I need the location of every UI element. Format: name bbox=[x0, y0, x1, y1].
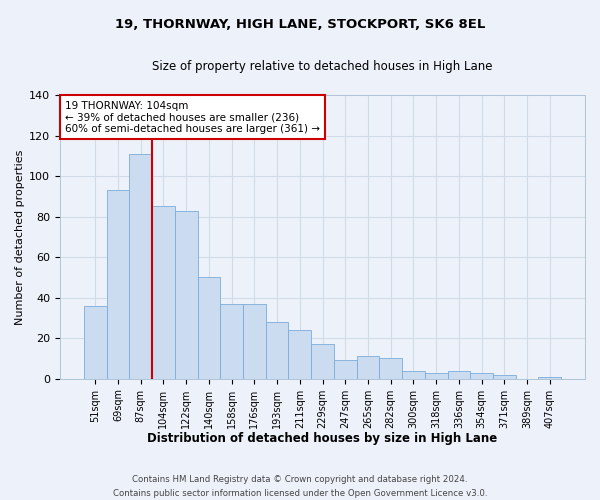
Bar bbox=[334, 360, 356, 378]
Text: 19, THORNWAY, HIGH LANE, STOCKPORT, SK6 8EL: 19, THORNWAY, HIGH LANE, STOCKPORT, SK6 … bbox=[115, 18, 485, 30]
Bar bbox=[493, 374, 515, 378]
Bar bbox=[107, 190, 130, 378]
Bar bbox=[266, 322, 289, 378]
X-axis label: Distribution of detached houses by size in High Lane: Distribution of detached houses by size … bbox=[148, 432, 497, 445]
Title: Size of property relative to detached houses in High Lane: Size of property relative to detached ho… bbox=[152, 60, 493, 73]
Y-axis label: Number of detached properties: Number of detached properties bbox=[15, 149, 25, 324]
Bar bbox=[84, 306, 107, 378]
Bar bbox=[197, 278, 220, 378]
Bar bbox=[175, 210, 197, 378]
Bar bbox=[220, 304, 243, 378]
Text: Contains HM Land Registry data © Crown copyright and database right 2024.
Contai: Contains HM Land Registry data © Crown c… bbox=[113, 476, 487, 498]
Bar bbox=[470, 372, 493, 378]
Bar bbox=[152, 206, 175, 378]
Bar bbox=[356, 356, 379, 378]
Text: 19 THORNWAY: 104sqm
← 39% of detached houses are smaller (236)
60% of semi-detac: 19 THORNWAY: 104sqm ← 39% of detached ho… bbox=[65, 100, 320, 134]
Bar bbox=[425, 372, 448, 378]
Bar bbox=[379, 358, 402, 378]
Bar bbox=[448, 370, 470, 378]
Bar bbox=[311, 344, 334, 378]
Bar bbox=[538, 376, 561, 378]
Bar bbox=[289, 330, 311, 378]
Bar bbox=[402, 370, 425, 378]
Bar bbox=[130, 154, 152, 378]
Bar bbox=[243, 304, 266, 378]
